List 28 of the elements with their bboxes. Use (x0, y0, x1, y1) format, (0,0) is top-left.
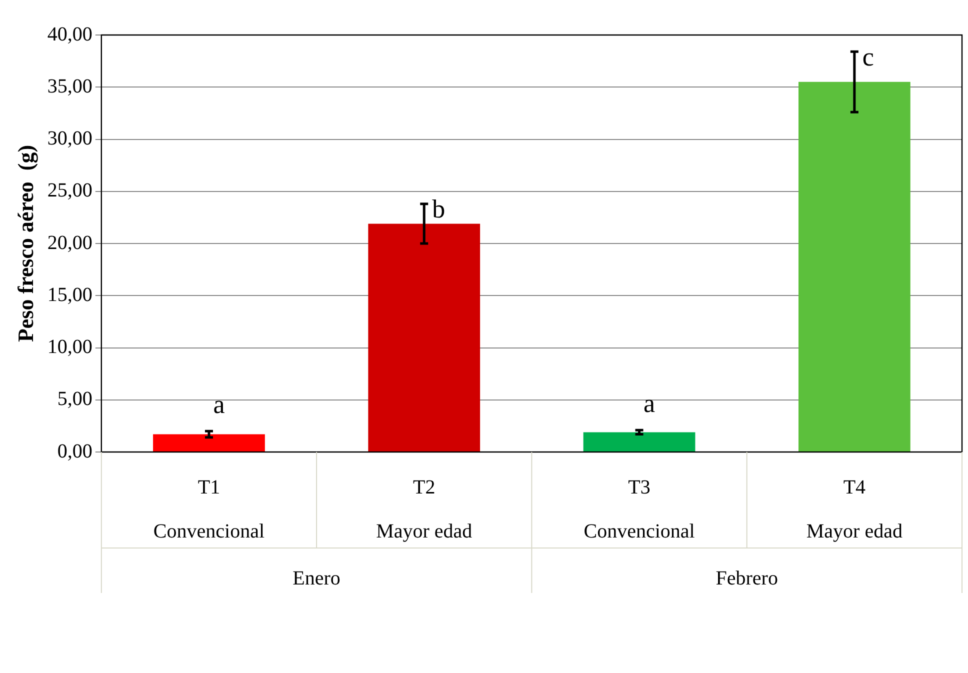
y-tick-label: 0,00 (57, 440, 92, 462)
text: Convencional (153, 520, 265, 542)
bar (583, 432, 696, 452)
x-tick-label: T4 (843, 476, 866, 498)
text: Convencional (584, 520, 696, 542)
annotation: a (213, 390, 226, 419)
text: Febrero (716, 567, 778, 590)
x-tick-label: T1 (198, 476, 220, 498)
annotation: c (862, 42, 874, 72)
y-tick-label: 20,00 (47, 232, 92, 254)
y-axis-title: Peso fresco aéreo (g) (12, 144, 38, 342)
y-tick-label: 15,00 (47, 284, 92, 306)
y-tick-label: 25,00 (47, 180, 92, 202)
bar (798, 82, 910, 452)
annotation: b (432, 194, 446, 224)
text: Mayor edad (376, 520, 472, 542)
y-tick-label: 10,00 (47, 336, 92, 358)
x-tick-label: T2 (413, 476, 436, 498)
y-tick-label: 5,00 (57, 388, 92, 410)
annotation: a (644, 388, 656, 418)
bar (153, 434, 265, 452)
bar (368, 224, 480, 452)
x-tick-label: T3 (628, 476, 650, 498)
y-tick-label: 35,00 (47, 75, 92, 98)
text: Enero (292, 567, 340, 590)
text: Mayor edad (806, 520, 902, 542)
y-tick-label: 40,00 (47, 23, 92, 46)
y-tick-label: 30,00 (47, 128, 92, 150)
